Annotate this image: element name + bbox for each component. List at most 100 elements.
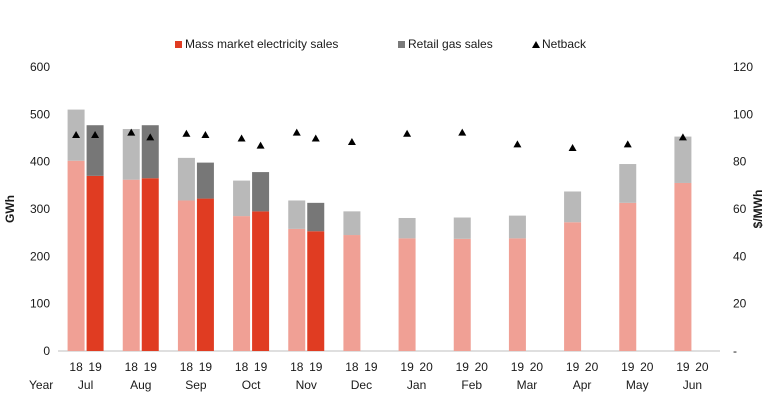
year-tick-label: 18 — [235, 360, 249, 374]
y-right-tick-label: 120 — [733, 60, 753, 74]
year-tick-label: 18 — [125, 360, 139, 374]
electricity-bar — [508, 238, 526, 351]
netback-marker — [311, 134, 320, 142]
netback-marker — [403, 129, 412, 137]
electricity-bar — [564, 222, 582, 351]
year-tick-label: 19 — [566, 360, 580, 374]
bars — [67, 109, 692, 351]
y-left-tick-label: 300 — [30, 202, 50, 216]
netback-marker — [623, 140, 632, 148]
year-tick-label: 20 — [530, 360, 544, 374]
electricity-bar — [674, 182, 692, 351]
month-tick-label: Mar — [517, 378, 538, 392]
y-left-tick-label: 400 — [30, 155, 50, 169]
netback-marker — [182, 129, 191, 137]
month-tick-label: Nov — [296, 378, 317, 392]
y-axis-right-title: $/MWh — [751, 190, 765, 229]
gas-bar — [233, 180, 251, 217]
netback-marker — [678, 133, 687, 141]
year-tick-label: 19 — [511, 360, 525, 374]
gas-bar — [196, 162, 214, 199]
electricity-bar — [307, 231, 325, 351]
y-left-tick-label: 600 — [30, 60, 50, 74]
electricity-bar — [398, 238, 416, 351]
y-right-tick-label: 80 — [733, 155, 747, 169]
y-left-tick-label: 500 — [30, 107, 50, 121]
year-tick-label: 20 — [695, 360, 709, 374]
year-tick-label: 19 — [400, 360, 414, 374]
y-left-tick-label: 0 — [43, 344, 50, 358]
y-axis-left-title: GWh — [3, 195, 17, 223]
year-tick-label: 18 — [345, 360, 359, 374]
month-tick-label: Jan — [407, 378, 426, 392]
netback-marker — [72, 130, 81, 138]
electricity-bar — [67, 160, 85, 351]
netback-marker — [237, 134, 246, 142]
month-tick-label: Jul — [78, 378, 93, 392]
x-axis-row-label: Year — [29, 378, 53, 392]
year-tick-label: 20 — [585, 360, 599, 374]
year-tick-label: 19 — [309, 360, 323, 374]
netback-marker — [568, 143, 577, 151]
legend-swatch — [398, 41, 405, 48]
legend-netback-marker — [532, 41, 540, 48]
year-tick-label: 19 — [254, 360, 268, 374]
gas-bar — [398, 217, 416, 239]
gas-bar — [177, 157, 195, 201]
month-tick-label: Aug — [130, 378, 151, 392]
legend: Mass market electricity sales Retail gas … — [175, 37, 587, 51]
year-tick-label: 18 — [69, 360, 83, 374]
legend-label: Retail gas sales — [408, 37, 493, 51]
netback-marker — [347, 138, 356, 146]
year-tick-label: 19 — [144, 360, 158, 374]
netback-marker — [458, 128, 467, 136]
gas-bar — [564, 191, 582, 223]
netback-marker — [146, 133, 155, 141]
year-tick-label: 19 — [621, 360, 635, 374]
year-tick-label: 18 — [290, 360, 304, 374]
electricity-bar — [619, 202, 637, 351]
netback-marker — [513, 140, 522, 148]
gas-bar — [508, 215, 526, 239]
legend-label: Mass market electricity sales — [185, 37, 338, 51]
netback-markers — [72, 128, 687, 151]
gas-bar — [619, 164, 637, 203]
y-right-tick-label: 40 — [733, 249, 747, 263]
gas-bar — [343, 211, 361, 236]
electricity-bar — [252, 211, 270, 351]
y-right-tick-label: 20 — [733, 297, 747, 311]
year-tick-label: 20 — [419, 360, 433, 374]
y-right-tick-label: 100 — [733, 107, 753, 121]
gas-bar — [86, 125, 104, 176]
gas-bar — [141, 125, 159, 179]
electricity-bar — [453, 238, 471, 351]
month-tick-label: Oct — [242, 378, 261, 392]
gas-bar — [252, 172, 270, 212]
electricity-bar — [177, 200, 195, 351]
netback-marker — [127, 128, 136, 136]
month-tick-label: Sep — [185, 378, 207, 392]
y-right-tick-label: 60 — [733, 202, 747, 216]
month-tick-label: Dec — [351, 378, 372, 392]
electricity-bar — [141, 178, 159, 351]
gas-bar — [453, 217, 471, 239]
year-tick-label: 19 — [199, 360, 213, 374]
gas-bar — [122, 129, 140, 180]
netback-marker — [91, 130, 100, 138]
y-left-tick-label: 100 — [30, 297, 50, 311]
gas-bar — [674, 136, 692, 183]
year-tick-label: 19 — [456, 360, 470, 374]
electricity-bar — [233, 216, 251, 351]
year-tick-label: 20 — [640, 360, 654, 374]
electricity-bar — [122, 179, 140, 351]
legend-swatch — [175, 41, 182, 48]
month-tick-label: Feb — [461, 378, 482, 392]
electricity-bar — [288, 228, 306, 351]
netback-marker — [256, 141, 265, 149]
year-tick-label: 20 — [475, 360, 489, 374]
month-tick-label: Jun — [683, 378, 702, 392]
year-tick-label: 19 — [88, 360, 102, 374]
x-axis-labels: 18 19 Jul 18 19 Aug 18 19 Sep 18 19 Oct 18 19 Nov 18 19 D… — [69, 360, 709, 392]
